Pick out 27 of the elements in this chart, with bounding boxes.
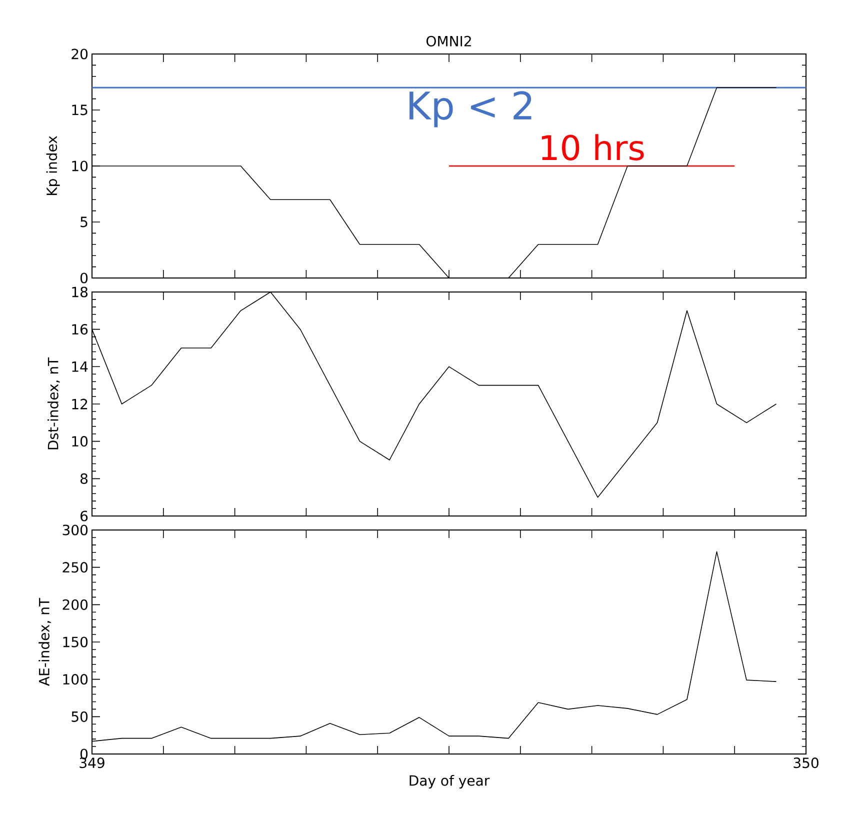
x-tick-label: 350: [794, 758, 818, 768]
y-axis-title: Dst-index, nT: [48, 357, 60, 450]
y-tick-label: 300: [62, 524, 88, 536]
y-tick-label: 12: [72, 398, 88, 410]
ref-line-label: Kp < 2: [410, 91, 532, 128]
x-tick-label: 349: [80, 758, 104, 768]
y-tick-label: 15: [72, 104, 88, 116]
y-axis-title: Kp index: [46, 136, 60, 196]
y-tick-label: 150: [63, 636, 88, 648]
y-tick-label: 20: [72, 48, 88, 60]
y-tick-label: 8: [80, 473, 88, 484]
x-axis-title: Day of year: [410, 774, 490, 789]
y-tick-label: 100: [63, 674, 88, 685]
y-tick-label: 16: [72, 324, 88, 335]
y-tick-label: 200: [62, 599, 88, 610]
y-axis-title: AE-index, nT: [38, 598, 51, 686]
y-tick-label: 18: [72, 286, 88, 298]
chart-title: OMNI2: [426, 36, 471, 46]
y-tick-label: 5: [80, 216, 88, 228]
y-tick-label: 0: [80, 272, 88, 284]
y-tick-label: 14: [72, 362, 88, 372]
y-tick-label: 50: [72, 711, 88, 722]
y-tick-label: 10: [72, 436, 88, 447]
annotation: 10 hrs: [542, 134, 644, 160]
y-tick-label: 250: [62, 562, 88, 573]
y-tick-label: 10: [72, 160, 88, 172]
y-tick-label: 6: [80, 510, 88, 522]
